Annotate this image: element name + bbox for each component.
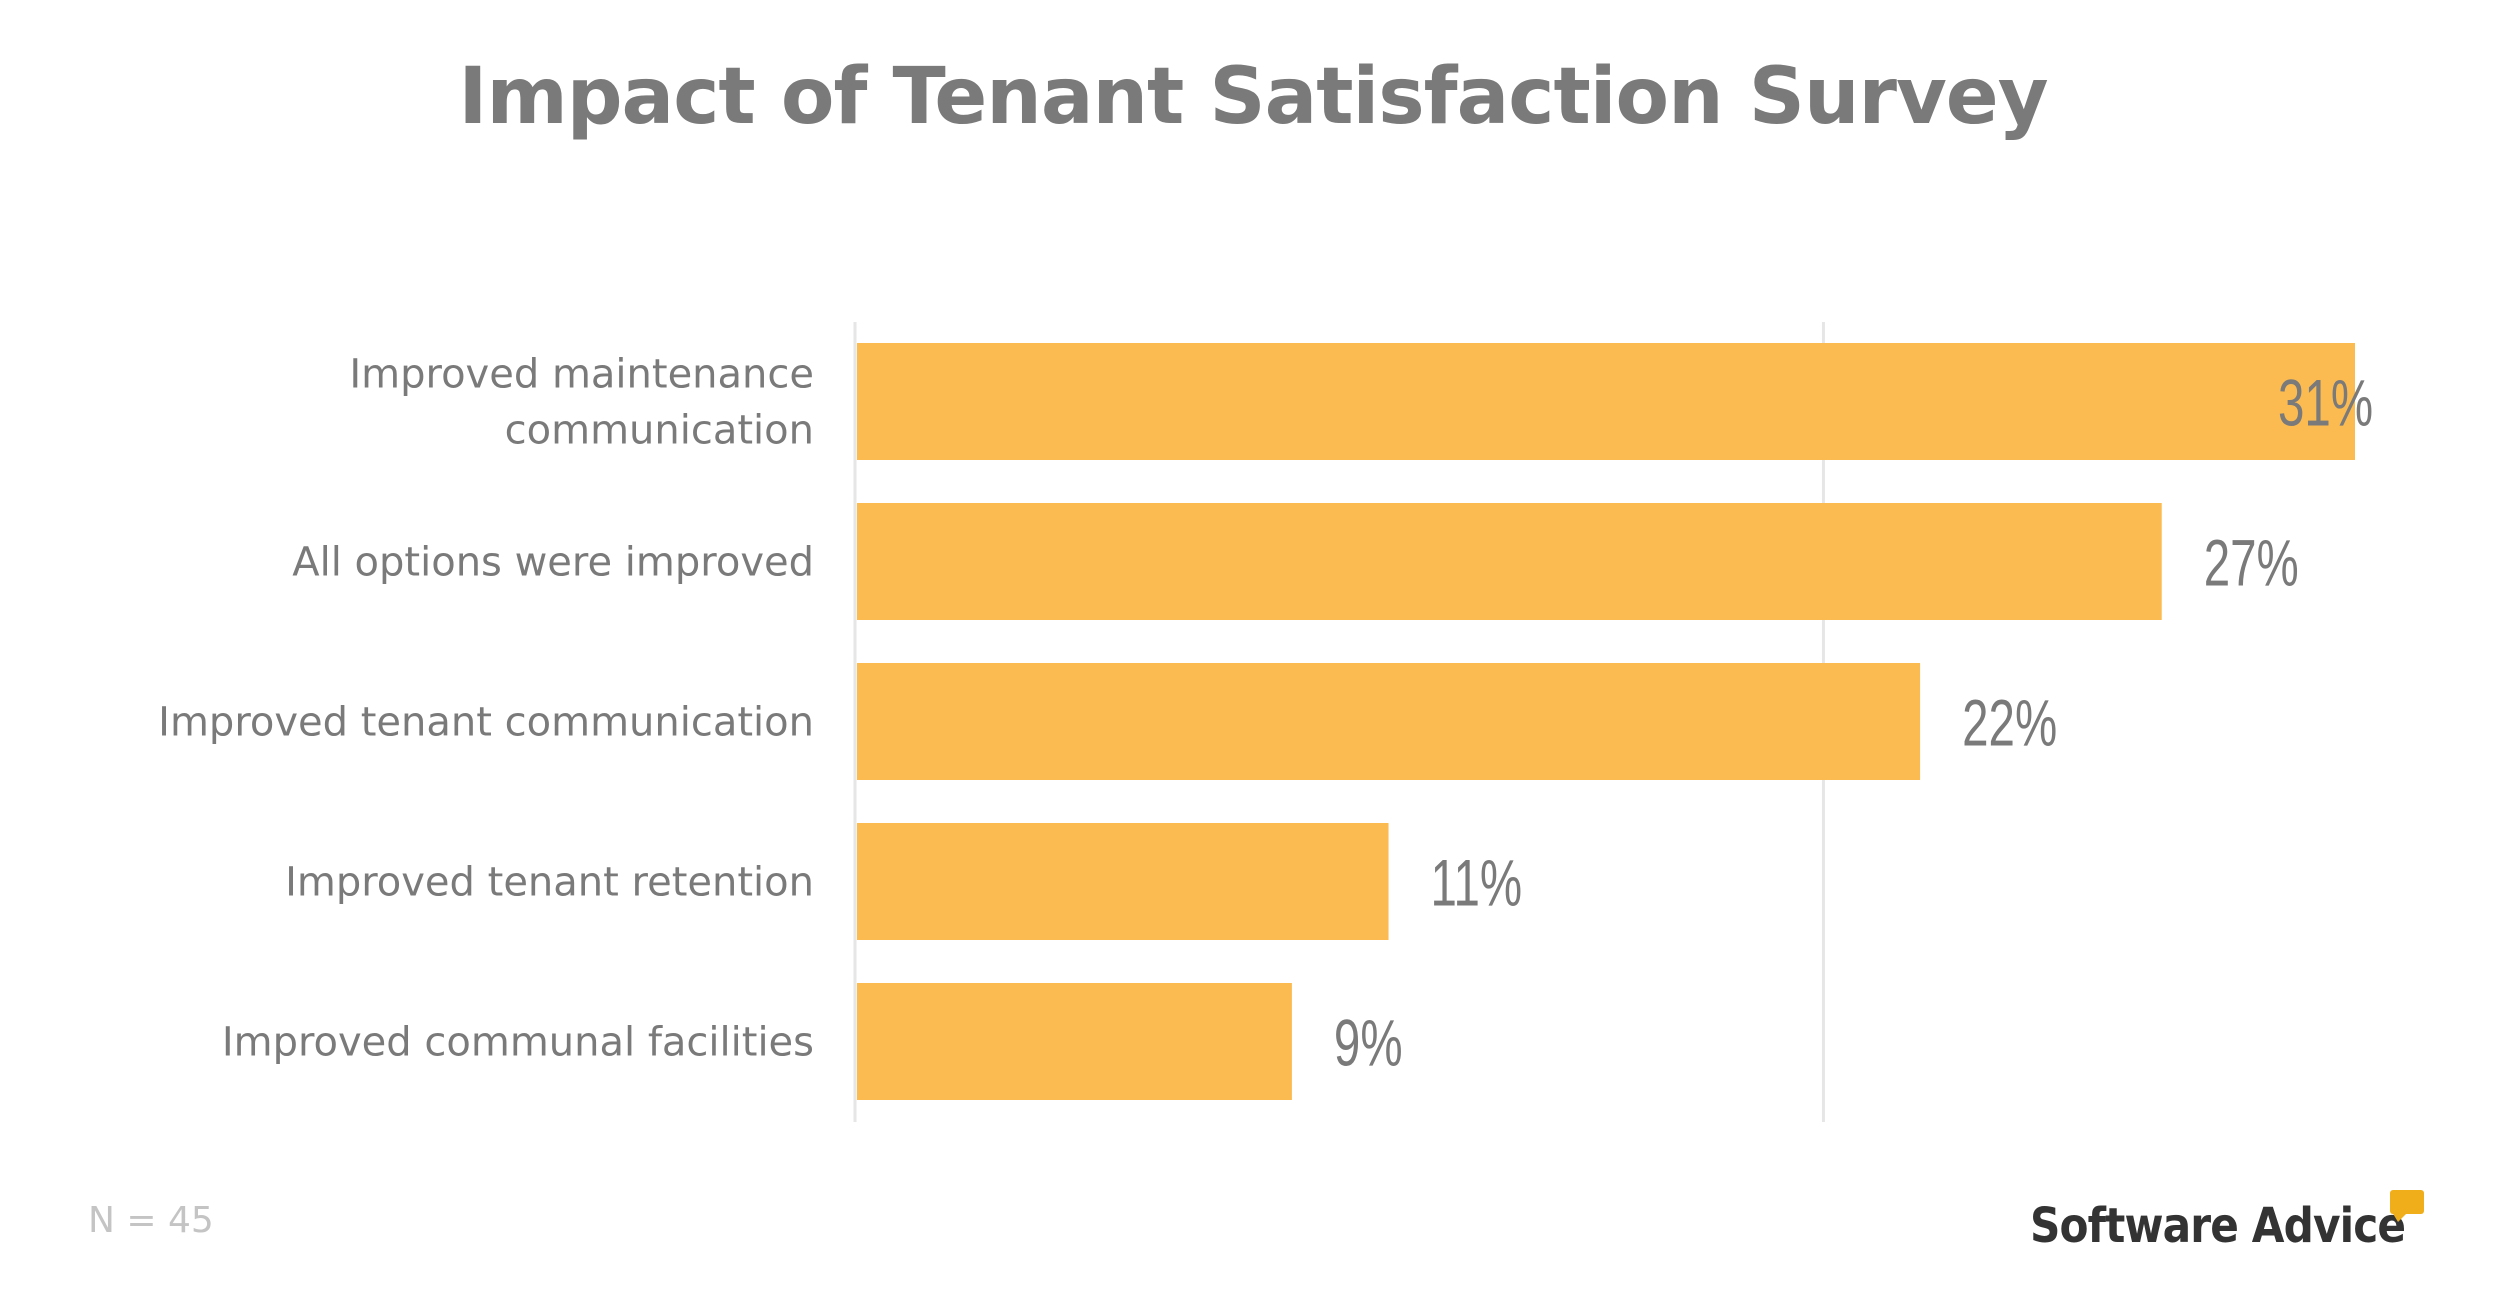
software-advice-logo: Software Advice (2030, 1190, 2456, 1254)
chart-title: Impact of Tenant Satisfaction Survey (458, 52, 2048, 142)
value-label: 27% (2204, 527, 2299, 600)
category-label: Improved tenant retention (285, 860, 814, 906)
category-label: Improved tenant communication (158, 700, 814, 746)
value-label: 31% (2278, 367, 2373, 440)
bar (857, 503, 2162, 620)
bar (857, 823, 1389, 940)
value-label: 22% (1962, 687, 2057, 760)
category-label: Improved maintenance communication (349, 352, 814, 454)
sample-size-note: N = 45 (88, 1200, 214, 1241)
bar (857, 983, 1292, 1100)
logo-text: Software Advice (2030, 1198, 2406, 1254)
speech-bubble-icon (2390, 1190, 2424, 1222)
category-label: All options were improved (292, 540, 814, 586)
value-label: 11% (1431, 847, 1523, 920)
value-label: 9% (1334, 1007, 1403, 1080)
bar (857, 343, 2355, 460)
category-label: Improved communal facilities (222, 1020, 814, 1066)
bar (857, 663, 1921, 780)
